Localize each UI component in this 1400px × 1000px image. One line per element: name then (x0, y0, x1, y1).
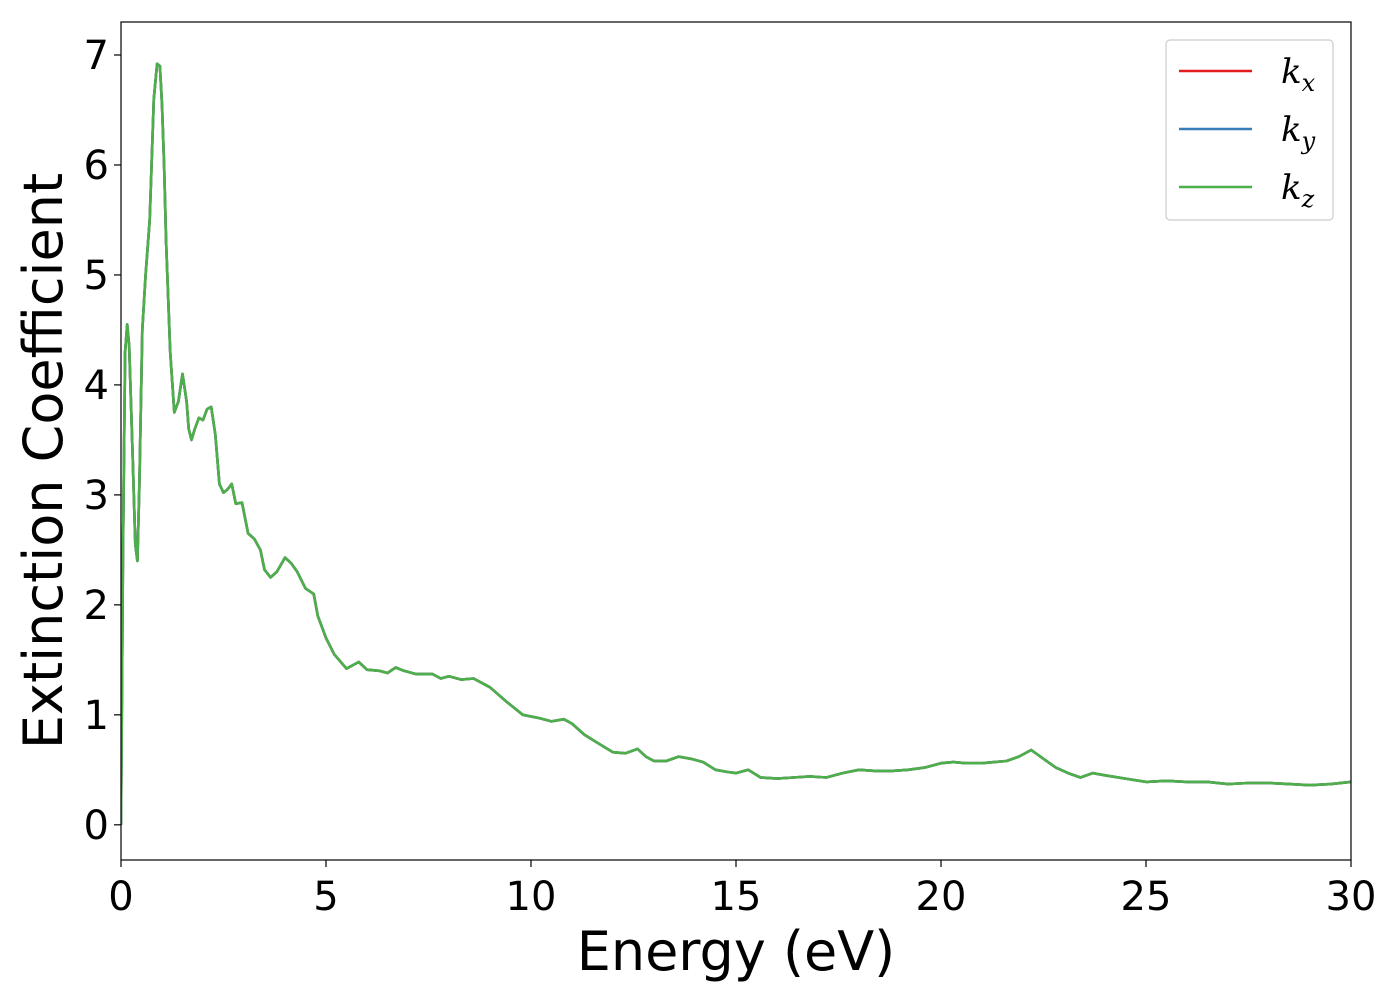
series-layer (121, 62, 1351, 825)
y-tick-label: 6 (84, 143, 109, 189)
legend-label-kz: kz (1281, 168, 1315, 213)
x-tick-label: 15 (711, 874, 762, 920)
x-tick-label: 20 (916, 874, 967, 920)
y-tick-label: 5 (84, 253, 109, 299)
x-tick-label: 25 (1121, 874, 1172, 920)
y-tick-label: 2 (84, 583, 109, 629)
x-axis-label: Energy (eV) (577, 920, 896, 983)
y-tick-label: 3 (84, 473, 109, 519)
x-tick-label: 30 (1326, 874, 1377, 920)
y-tick-label: 0 (84, 803, 109, 849)
legend-label-kx: kx (1281, 52, 1316, 97)
y-axis: 0 1 2 3 4 5 6 7 (84, 33, 121, 849)
x-tick-label: 5 (313, 874, 338, 920)
x-axis: 0 5 10 15 20 25 30 (108, 860, 1376, 920)
y-tick-label: 1 (84, 693, 109, 739)
legend: kx ky kz (1165, 39, 1334, 221)
x-tick-label: 0 (108, 874, 133, 920)
x-tick-label: 10 (506, 874, 557, 920)
y-axis-label: Extinction Coefficient (12, 173, 75, 749)
y-tick-label: 4 (84, 363, 109, 409)
y-tick-label: 7 (84, 33, 109, 79)
series-line-kz (121, 62, 1351, 825)
legend-label-ky: ky (1281, 110, 1316, 155)
